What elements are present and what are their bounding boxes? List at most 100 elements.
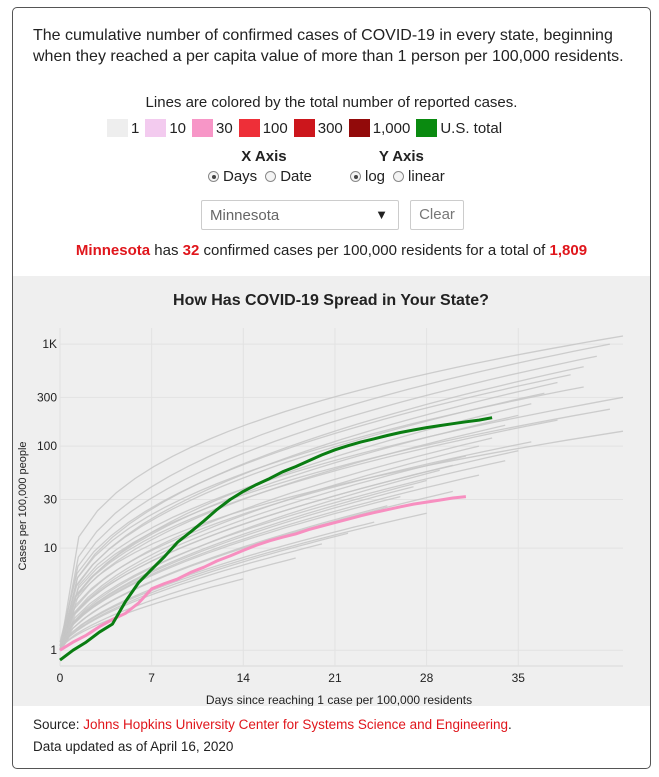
dropdown-arrow-icon: ▼ <box>375 207 388 222</box>
state-line <box>59 464 453 647</box>
y-tick-label: 1 <box>50 643 57 657</box>
x-axis-days-label[interactable]: Days <box>223 168 258 185</box>
summary-state: Minnesota <box>75 242 151 259</box>
source-line: Source: Johns Hopkins University Center … <box>33 714 512 736</box>
legend-swatch <box>348 119 370 137</box>
summary-text-2: confirmed cases per 100,000 residents fo… <box>199 242 550 259</box>
state-line <box>59 366 584 651</box>
state-line <box>59 355 597 647</box>
state-line <box>59 557 296 651</box>
state-line <box>59 486 414 651</box>
x-axis-days-radio[interactable] <box>208 171 219 182</box>
state-line <box>59 414 519 647</box>
x-axis-heading: X Axis <box>241 148 287 165</box>
x-tick-label: 28 <box>420 671 434 685</box>
legend-label: 10 <box>169 119 187 137</box>
x-tick-label: 21 <box>328 671 342 685</box>
x-axis-label: Days since reaching 1 case per 100,000 r… <box>206 693 472 706</box>
intro-text: The cumulative number of confirmed cases… <box>33 27 624 65</box>
y-tick-label: 100 <box>37 439 57 453</box>
state-line <box>59 521 375 651</box>
legend-item: U.S. total <box>416 119 502 137</box>
state-line <box>59 512 427 651</box>
state-line <box>59 430 624 651</box>
legend-swatch <box>145 119 167 137</box>
y-tick-label: 30 <box>44 492 58 506</box>
state-line <box>59 469 440 651</box>
legend-swatch <box>107 119 128 137</box>
footer: Source: Johns Hopkins University Center … <box>33 714 512 758</box>
summary-total: 1,809 <box>549 242 588 259</box>
state-line <box>59 335 624 651</box>
legend-item: 1,000 <box>348 119 410 137</box>
y-tick-label: 10 <box>44 541 58 555</box>
state-line <box>59 419 558 651</box>
axis-ticks: 1 10 30 100 300 1K 0 7 14 21 28 35 <box>37 337 525 685</box>
legend-caption: Lines are colored by the total number of… <box>145 94 518 111</box>
x-axis-date-radio[interactable] <box>265 171 277 182</box>
y-axis-log-radio[interactable] <box>350 171 361 182</box>
legend-swatch <box>238 119 260 137</box>
legend-item: 1 <box>107 119 139 137</box>
y-tick-label: 1K <box>42 337 57 351</box>
color-legend: 1 10 30 100 300 1,000 U.S. total <box>107 118 508 138</box>
source-prefix: Source: <box>33 717 84 732</box>
x-axis-date-label[interactable]: Date <box>280 168 312 185</box>
x-tick-label: 14 <box>237 671 251 685</box>
x-tick-label: 7 <box>148 671 155 685</box>
legend-swatch <box>192 119 214 137</box>
state-line <box>59 455 467 651</box>
summary-per-capita: 32 <box>182 242 200 259</box>
widget-card: The cumulative number of confirmed cases… <box>12 7 651 769</box>
state-select[interactable]: Minnesota ▼ <box>201 200 399 230</box>
state-summary: Minnesota has 32 confirmed cases per 100… <box>13 242 650 259</box>
legend-item: 100 <box>238 119 288 137</box>
summary-text-1: has <box>150 242 183 259</box>
source-link[interactable]: Johns Hopkins University Center for Syst… <box>83 717 508 732</box>
y-axis-linear-radio[interactable] <box>393 171 405 182</box>
legend-item: 300 <box>293 119 343 137</box>
state-line <box>59 374 571 643</box>
state-line <box>59 386 584 651</box>
y-axis-label: Cases per 100,000 people <box>17 441 29 570</box>
state-line <box>59 408 611 651</box>
legend-item: 30 <box>192 119 233 137</box>
state-line <box>59 396 624 651</box>
y-axis-heading: Y Axis <box>378 148 424 165</box>
legend-label: 1 <box>131 119 140 137</box>
state-line <box>59 343 611 651</box>
x-tick-label: 35 <box>512 671 526 685</box>
chart-title: How Has COVID-19 Spread in Your State? <box>173 292 489 309</box>
updated-date: Data updated as of April 16, 2020 <box>33 739 234 754</box>
state-line <box>59 505 388 651</box>
legend-swatch <box>293 119 315 137</box>
legend-label: 300 <box>317 119 343 137</box>
state-line <box>59 445 480 651</box>
state-line <box>59 479 427 651</box>
clear-button[interactable]: Clear <box>410 200 464 230</box>
y-axis-log-label[interactable]: log <box>365 168 386 185</box>
highlight-lines <box>59 416 493 662</box>
state-line <box>59 532 349 651</box>
state-line <box>59 474 480 651</box>
legend-swatch <box>416 119 438 137</box>
y-tick-label: 300 <box>37 390 57 404</box>
state-line <box>59 460 506 651</box>
state-line <box>59 392 545 647</box>
state-line <box>59 381 558 651</box>
y-axis-linear-label[interactable]: linear <box>408 168 445 185</box>
state-line <box>59 543 323 651</box>
state-line <box>59 495 401 651</box>
legend-item: 10 <box>145 119 186 137</box>
legend-label: 100 <box>262 119 288 137</box>
x-tick-label: 0 <box>57 671 64 685</box>
source-suffix: . <box>507 717 512 732</box>
us-total-line <box>59 416 493 662</box>
x-axis-control: X Axis Days Date <box>208 148 320 185</box>
state-line <box>59 578 244 651</box>
selected-state-line <box>59 495 467 652</box>
y-axis-control: Y Axis log linear <box>350 148 453 185</box>
other-states-lines <box>59 335 624 651</box>
state-line <box>59 424 506 651</box>
legend-label: 30 <box>216 119 233 137</box>
